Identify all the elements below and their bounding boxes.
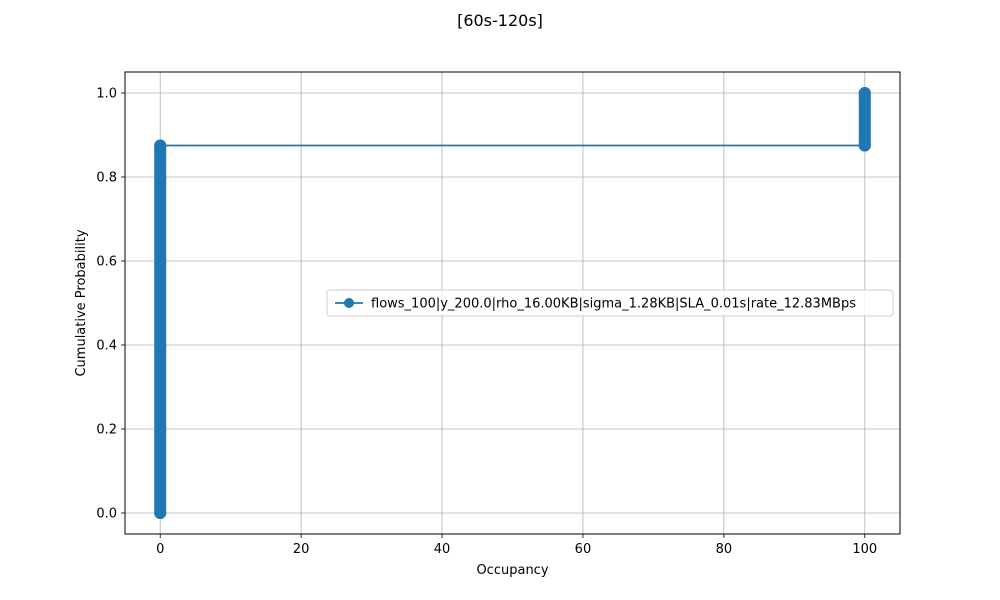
series-point <box>154 139 167 152</box>
x-axis-label: Occupancy <box>476 563 548 578</box>
series-point <box>154 507 167 519</box>
y-tick-label: 0.0 <box>96 507 117 522</box>
y-axis-label: Cumulative Probability <box>74 229 89 376</box>
x-tick-label: 20 <box>293 542 310 557</box>
y-tick-label: 0.2 <box>96 423 117 438</box>
axis-ticks: 0 20 40 60 80 100 0.0 0.2 0.4 0.6 0.8 1.0 <box>96 87 877 558</box>
y-tick-label: 0.8 <box>96 171 117 186</box>
y-tick-label: 0.4 <box>96 339 117 354</box>
y-tick-label: 0.6 <box>96 255 117 270</box>
series-line <box>159 93 866 513</box>
legend: flows_100|y_200.0|rho_16.00KB|sigma_1.28… <box>326 289 894 317</box>
x-tick-label: 40 <box>434 542 451 557</box>
legend-label: flows_100|y_200.0|rho_16.00KB|sigma_1.28… <box>371 297 856 312</box>
plot-frame <box>124 71 901 535</box>
x-tick-label: 100 <box>852 542 877 557</box>
series-point <box>858 87 871 99</box>
y-tick-label: 1.0 <box>96 87 117 102</box>
legend-box <box>326 289 894 317</box>
x-tick-label: 0 <box>156 542 164 557</box>
series-point <box>858 139 871 152</box>
chart-title: [60s-120s] <box>457 11 543 30</box>
series-layer <box>154 87 871 519</box>
legend-marker-swatch <box>344 298 354 308</box>
x-tick-label: 80 <box>716 542 733 557</box>
x-tick-label: 60 <box>575 542 592 557</box>
